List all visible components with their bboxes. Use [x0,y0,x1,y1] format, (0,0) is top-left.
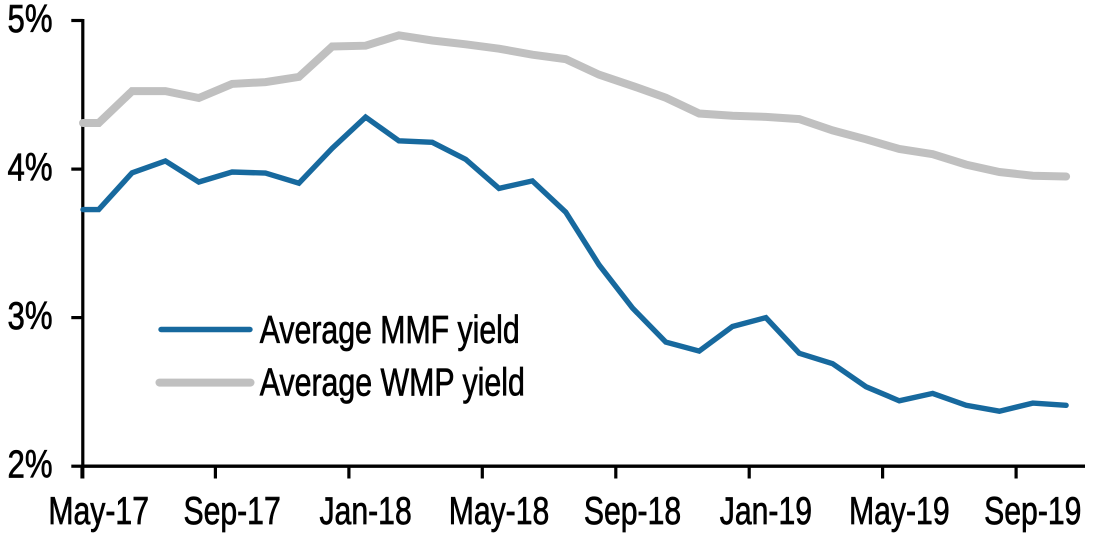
svg-text:May-19: May-19 [849,490,950,533]
svg-text:4%: 4% [8,147,53,190]
svg-text:3%: 3% [8,295,53,338]
svg-text:5%: 5% [8,0,53,41]
svg-text:Average WMP yield: Average WMP yield [260,362,525,405]
svg-text:Jan-19: Jan-19 [720,490,812,533]
svg-text:2%: 2% [8,444,53,487]
svg-text:Average MMF yield: Average MMF yield [260,309,520,352]
svg-text:Sep-19: Sep-19 [984,490,1081,533]
svg-text:May-17: May-17 [48,490,149,533]
svg-text:May-18: May-18 [449,490,550,533]
svg-text:Jan-18: Jan-18 [319,490,411,533]
svg-text:Sep-17: Sep-17 [183,490,280,533]
svg-text:Sep-18: Sep-18 [584,490,681,533]
